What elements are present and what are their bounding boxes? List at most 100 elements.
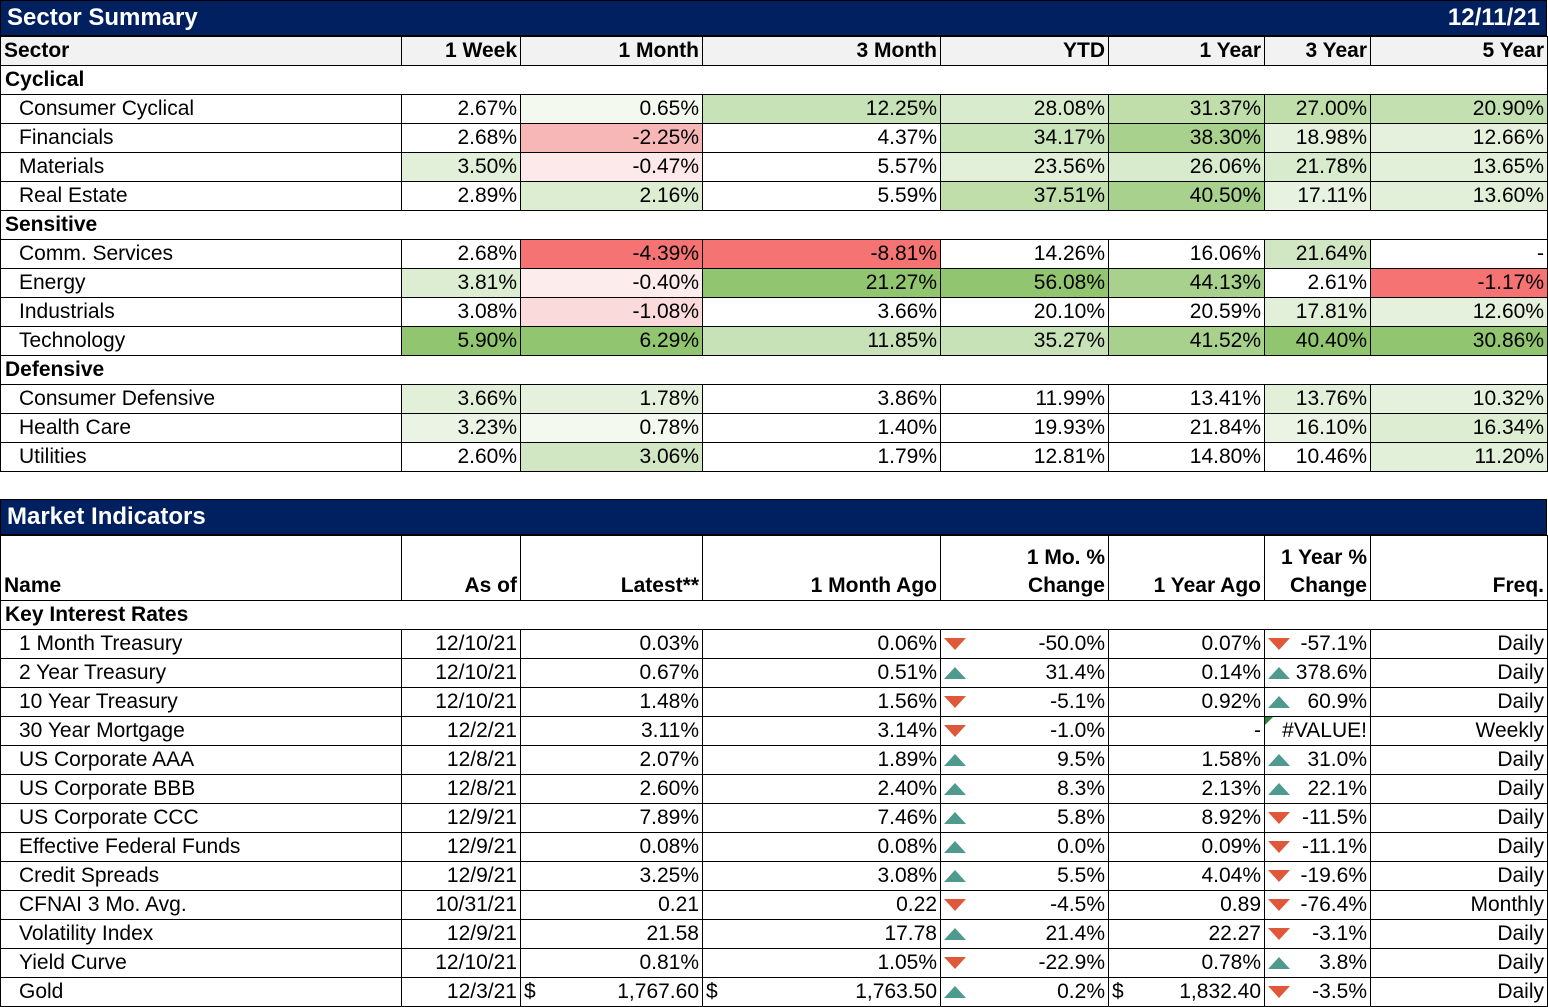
sector-value-cell[interactable]: -4.39% — [520, 239, 703, 269]
sector-value-cell[interactable]: 28.08% — [940, 94, 1109, 124]
month-ago-cell[interactable]: 3.08% — [702, 861, 941, 891]
sector-value-cell[interactable]: 17.81% — [1264, 297, 1371, 327]
sector-value-cell[interactable]: 56.08% — [940, 268, 1109, 298]
sector-value-cell[interactable]: 3.66% — [401, 384, 521, 414]
sector-value-cell[interactable]: -8.81% — [702, 239, 941, 269]
sector-value-cell[interactable]: 31.37% — [1108, 94, 1265, 124]
year-ago-cell[interactable]: 0.14% — [1108, 658, 1265, 688]
sector-name-cell[interactable]: Financials — [0, 123, 402, 153]
sector-value-cell[interactable]: 1.40% — [702, 413, 941, 443]
month-ago-cell[interactable]: 1.56% — [702, 687, 941, 717]
sector-value-cell[interactable]: 2.68% — [401, 239, 521, 269]
yr-change-cell[interactable]: 3.8% — [1264, 948, 1371, 978]
indicator-name-cell[interactable]: Yield Curve — [0, 948, 402, 978]
sector-value-cell[interactable]: 20.59% — [1108, 297, 1265, 327]
as-of-cell[interactable]: 12/10/21 — [401, 687, 521, 717]
month-ago-cell[interactable]: 3.14% — [702, 716, 941, 746]
year-ago-cell[interactable]: 4.04% — [1108, 861, 1265, 891]
as-of-cell[interactable]: 12/3/21 — [401, 977, 521, 1007]
as-of-cell[interactable]: 10/31/21 — [401, 890, 521, 920]
sector-value-cell[interactable]: -0.40% — [520, 268, 703, 298]
sector-value-cell[interactable]: 11.99% — [940, 384, 1109, 414]
frequency-cell[interactable]: Daily — [1370, 977, 1548, 1007]
sector-value-cell[interactable]: 2.61% — [1264, 268, 1371, 298]
sector-value-cell[interactable]: 34.17% — [940, 123, 1109, 153]
column-header[interactable]: 1 Month Ago — [702, 535, 941, 601]
sector-value-cell[interactable]: -1.08% — [520, 297, 703, 327]
latest-cell[interactable]: 0.67% — [520, 658, 703, 688]
sector-value-cell[interactable]: 3.50% — [401, 152, 521, 182]
mo-change-cell[interactable]: -50.0% — [940, 629, 1109, 659]
sector-value-cell[interactable]: 23.56% — [940, 152, 1109, 182]
sector-value-cell[interactable]: 5.90% — [401, 326, 521, 356]
sector-value-cell[interactable]: 17.11% — [1264, 181, 1371, 211]
indicator-name-cell[interactable]: 2 Year Treasury — [0, 658, 402, 688]
latest-cell[interactable]: 2.07% — [520, 745, 703, 775]
year-ago-cell[interactable]: - — [1108, 716, 1265, 746]
sector-name-cell[interactable]: Health Care — [0, 413, 402, 443]
sector-value-cell[interactable]: -2.25% — [520, 123, 703, 153]
sector-name-cell[interactable]: Materials — [0, 152, 402, 182]
sector-value-cell[interactable]: 2.68% — [401, 123, 521, 153]
sector-value-cell[interactable]: 3.23% — [401, 413, 521, 443]
yr-change-cell[interactable]: -11.1% — [1264, 832, 1371, 862]
column-header[interactable]: 5 Year — [1370, 36, 1548, 66]
sector-value-cell[interactable]: 13.41% — [1108, 384, 1265, 414]
sector-value-cell[interactable]: 38.30% — [1108, 123, 1265, 153]
indicator-name-cell[interactable]: Volatility Index — [0, 919, 402, 949]
indicator-name-cell[interactable]: Credit Spreads — [0, 861, 402, 891]
as-of-cell[interactable]: 12/10/21 — [401, 948, 521, 978]
indicator-name-cell[interactable]: 10 Year Treasury — [0, 687, 402, 717]
sector-value-cell[interactable]: 10.46% — [1264, 442, 1371, 472]
as-of-cell[interactable]: 12/10/21 — [401, 629, 521, 659]
yr-change-cell[interactable]: -3.5% — [1264, 977, 1371, 1007]
column-header[interactable]: Sector — [0, 36, 402, 66]
year-ago-cell[interactable]: 0.92% — [1108, 687, 1265, 717]
sector-value-cell[interactable]: 30.86% — [1370, 326, 1548, 356]
sector-value-cell[interactable]: -1.17% — [1370, 268, 1548, 298]
sector-name-cell[interactable]: Consumer Cyclical — [0, 94, 402, 124]
sector-value-cell[interactable]: 3.06% — [520, 442, 703, 472]
year-ago-cell[interactable]: 8.92% — [1108, 803, 1265, 833]
month-ago-cell[interactable]: 0.22 — [702, 890, 941, 920]
sector-value-cell[interactable]: 11.20% — [1370, 442, 1548, 472]
yr-change-cell[interactable]: -3.1% — [1264, 919, 1371, 949]
mo-change-cell[interactable]: 21.4% — [940, 919, 1109, 949]
latest-cell[interactable]: 2.60% — [520, 774, 703, 804]
frequency-cell[interactable]: Daily — [1370, 832, 1548, 862]
sector-value-cell[interactable]: 21.64% — [1264, 239, 1371, 269]
mo-change-cell[interactable]: 0.0% — [940, 832, 1109, 862]
column-header[interactable]: Freq. — [1370, 535, 1548, 601]
column-header[interactable]: Name — [0, 535, 402, 601]
sector-value-cell[interactable]: 3.81% — [401, 268, 521, 298]
sector-value-cell[interactable]: 37.51% — [940, 181, 1109, 211]
column-header[interactable]: 1 Year Ago — [1108, 535, 1265, 601]
sector-name-cell[interactable]: Real Estate — [0, 181, 402, 211]
year-ago-cell[interactable]: 0.89 — [1108, 890, 1265, 920]
column-header[interactable]: 1 Week — [401, 36, 521, 66]
frequency-cell[interactable]: Weekly — [1370, 716, 1548, 746]
column-header[interactable]: 1 Mo. % Change — [940, 535, 1109, 601]
sector-value-cell[interactable]: 13.76% — [1264, 384, 1371, 414]
sector-value-cell[interactable]: 20.90% — [1370, 94, 1548, 124]
sector-value-cell[interactable]: 2.89% — [401, 181, 521, 211]
latest-cell[interactable]: 0.03% — [520, 629, 703, 659]
frequency-cell[interactable]: Daily — [1370, 948, 1548, 978]
column-header[interactable]: YTD — [940, 36, 1109, 66]
latest-cell[interactable]: 7.89% — [520, 803, 703, 833]
indicator-name-cell[interactable]: Effective Federal Funds — [0, 832, 402, 862]
as-of-cell[interactable]: 12/8/21 — [401, 745, 521, 775]
month-ago-cell[interactable]: 17.78 — [702, 919, 941, 949]
sector-value-cell[interactable]: - — [1370, 239, 1548, 269]
month-ago-cell[interactable]: 0.06% — [702, 629, 941, 659]
latest-cell[interactable]: 0.81% — [520, 948, 703, 978]
mo-change-cell[interactable]: 5.5% — [940, 861, 1109, 891]
year-ago-cell[interactable]: 0.78% — [1108, 948, 1265, 978]
sector-value-cell[interactable]: 2.60% — [401, 442, 521, 472]
sector-value-cell[interactable]: 21.27% — [702, 268, 941, 298]
yr-change-cell[interactable]: -19.6% — [1264, 861, 1371, 891]
mo-change-cell[interactable]: 9.5% — [940, 745, 1109, 775]
sector-value-cell[interactable]: 2.16% — [520, 181, 703, 211]
indicator-name-cell[interactable]: US Corporate CCC — [0, 803, 402, 833]
sector-value-cell[interactable]: 3.08% — [401, 297, 521, 327]
